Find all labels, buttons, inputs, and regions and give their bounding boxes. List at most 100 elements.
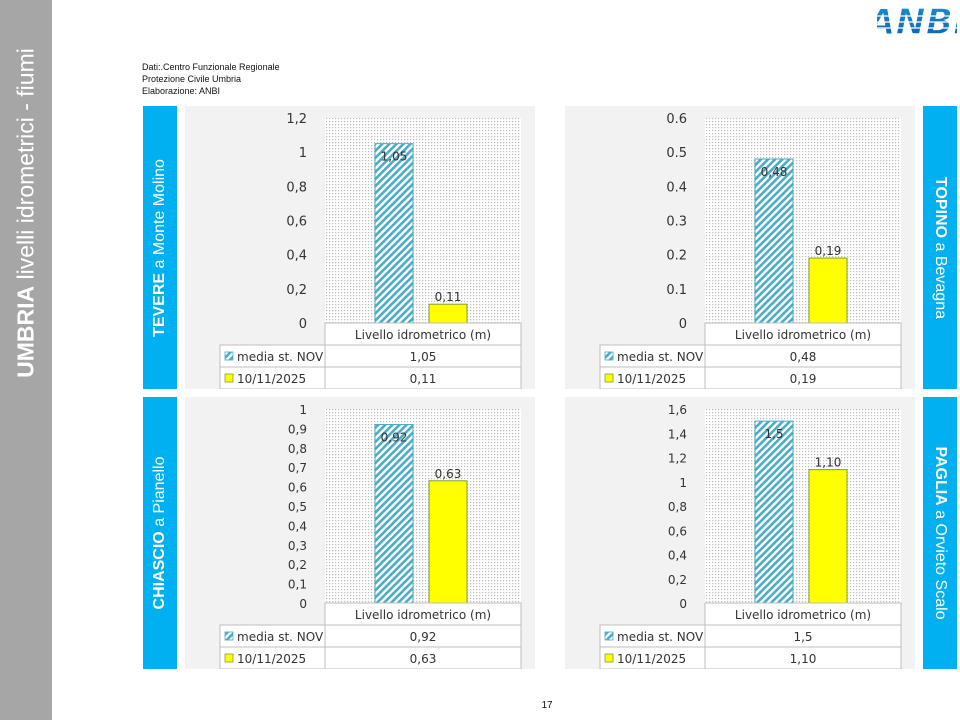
y-tick-label: 0,1 [288,578,307,592]
data-label: 1,05 [381,150,408,164]
y-tick-label: 0,4 [288,519,307,533]
legend-entry: 10/11/2025 [617,372,686,386]
y-tick-label: 0,4 [286,249,307,264]
table-value: 0,92 [410,630,437,644]
sidebar: UMBRIA livelli idrometrici - fiumi [0,0,52,720]
y-tick-label: 1,2 [668,452,687,466]
plot-area [325,409,521,603]
plot-area [705,118,901,323]
legend-key-current-date [224,653,234,663]
legend-key-media-nov [224,631,234,641]
y-tick-label: 0,6 [288,481,307,495]
river-name-chiascio: CHIASCIO [151,531,168,610]
legend-entry: media st. NOV [617,350,704,364]
page-number: 17 [541,700,553,711]
river-name-paglia: PAGLIA [932,446,949,506]
river-station-topino: a Bevagna [932,237,949,319]
data-label: 0,92 [381,431,408,445]
river-label-topino: TOPINO a Bevagna [923,106,957,389]
legend-entry: 10/11/2025 [237,372,306,386]
category-label: Livello idrometrico (m) [735,328,871,342]
legend-entry: media st. NOV [237,630,324,644]
bar-current-date [808,257,848,324]
chart-tevere: 0 0,2 0,4 0,6 0,8 1 1,2 1,05 0,11 Livello idromet… [185,106,535,389]
legend-key-current-date [224,373,234,383]
table-row-2 [599,366,902,389]
data-label: 0,48 [761,165,788,179]
legend-entry: media st. NOV [237,350,324,364]
y-tick-label: 0.6 [666,112,687,127]
y-tick-label: 0.5 [666,146,687,161]
sidebar-title: UMBRIA livelli idrometrici - fiumi [13,3,40,423]
table-value: 0,48 [790,350,817,364]
bar-media-nov [374,424,414,604]
legend-key-media-nov [604,351,614,361]
y-tick-label: 0,8 [668,500,687,514]
y-tick-label: 0.3 [666,215,687,230]
y-tick-label: 1 [299,146,307,161]
plot-area [325,118,521,323]
credits-line-elaboration: Elaborazione: ANBI [142,86,221,96]
anbi-logo: ANBI [877,4,957,38]
y-tick-label: 0,2 [668,573,687,587]
y-tick-label: 1,6 [668,403,687,417]
legend-key-media-nov [604,631,614,641]
credits-line-source: Dati:.Centro Funzionale Regionale [142,62,280,72]
y-tick-label: 0.1 [666,283,687,298]
bar-media-nov [754,420,794,604]
chart-chiascio: 0 0,1 0,2 0,3 0,4 0,5 0,6 0,7 0,8 0,9 1 0,92 0,63 Liv… [185,397,535,669]
y-tick-label: 1,4 [668,427,687,441]
river-station-tevere: a Monte Molino [151,158,168,273]
y-tick-label: 0,8 [288,442,307,456]
table-value: 0,63 [410,652,437,666]
table-value: 1,10 [790,652,817,666]
bar-current-date [808,469,848,604]
y-tick-label: 0,2 [288,558,307,572]
bar-current-date [428,303,468,324]
river-label-tevere: TEVERE a Monte Molino [143,106,177,389]
chart-paglia: 0 0,2 0,4 0,6 0,8 1 1,2 1,4 1,6 1,5 1,10 Livello id… [565,397,915,669]
y-tick-label: 1 [679,476,687,490]
river-label-paglia: PAGLIA a Orvieto Scalo [923,397,957,669]
chart-chiascio-svg: 0 0,1 0,2 0,3 0,4 0,5 0,6 0,7 0,8 0,9 1 0,92 0,63 Liv… [219,403,522,669]
y-tick-label: 0,7 [288,461,307,475]
bar-media-nov [374,143,414,324]
data-table [219,322,522,389]
bar-current-date [428,480,468,604]
y-tick-label: 0 [299,317,307,332]
legend-entry: 10/11/2025 [617,652,686,666]
chart-paglia-svg: 0 0,2 0,4 0,6 0,8 1 1,2 1,4 1,6 1,5 1,10 Livello id… [599,403,902,669]
legend-key-current-date [604,373,614,383]
river-station-paglia: a Orvieto Scalo [932,505,949,620]
table-value: 0,19 [790,372,817,386]
y-tick-label: 0,5 [288,500,307,514]
y-tick-label: 0.2 [666,249,687,264]
data-table [599,322,902,389]
table-value: 1,5 [793,630,812,644]
y-tick-label: 0,8 [286,180,307,195]
river-station-chiascio: a Pianello [151,456,168,532]
sidebar-title-bold: UMBRIA [12,285,39,378]
y-tick-label: 0,6 [286,215,307,230]
legend-key-media-nov [224,351,234,361]
legend-key-current-date [604,653,614,663]
data-credits: Dati:.Centro Funzionale Regionale Protez… [142,61,280,97]
category-label: Livello idrometrico (m) [735,608,871,622]
y-tick-label: 0 [679,317,687,332]
data-table [599,602,902,669]
y-tick-label: 0,2 [286,283,307,298]
table-value: 1,05 [410,350,437,364]
data-label: 0,63 [435,467,462,481]
y-tick-label: 0.4 [666,180,687,195]
chart-tevere-svg: 0 0,2 0,4 0,6 0,8 1 1,2 1,05 0,11 Livello idromet… [219,112,522,389]
y-tick-label: 0 [299,597,307,611]
y-tick-label: 0,4 [668,549,687,563]
table-value: 0,11 [410,372,437,386]
data-table [219,602,522,669]
table-row-2 [219,646,522,669]
y-tick-label: 0,3 [288,539,307,553]
plot-area [705,409,901,603]
river-label-chiascio: CHIASCIO a Pianello [143,397,177,669]
legend-entry: 10/11/2025 [237,652,306,666]
y-tick-label: 0 [679,597,687,611]
